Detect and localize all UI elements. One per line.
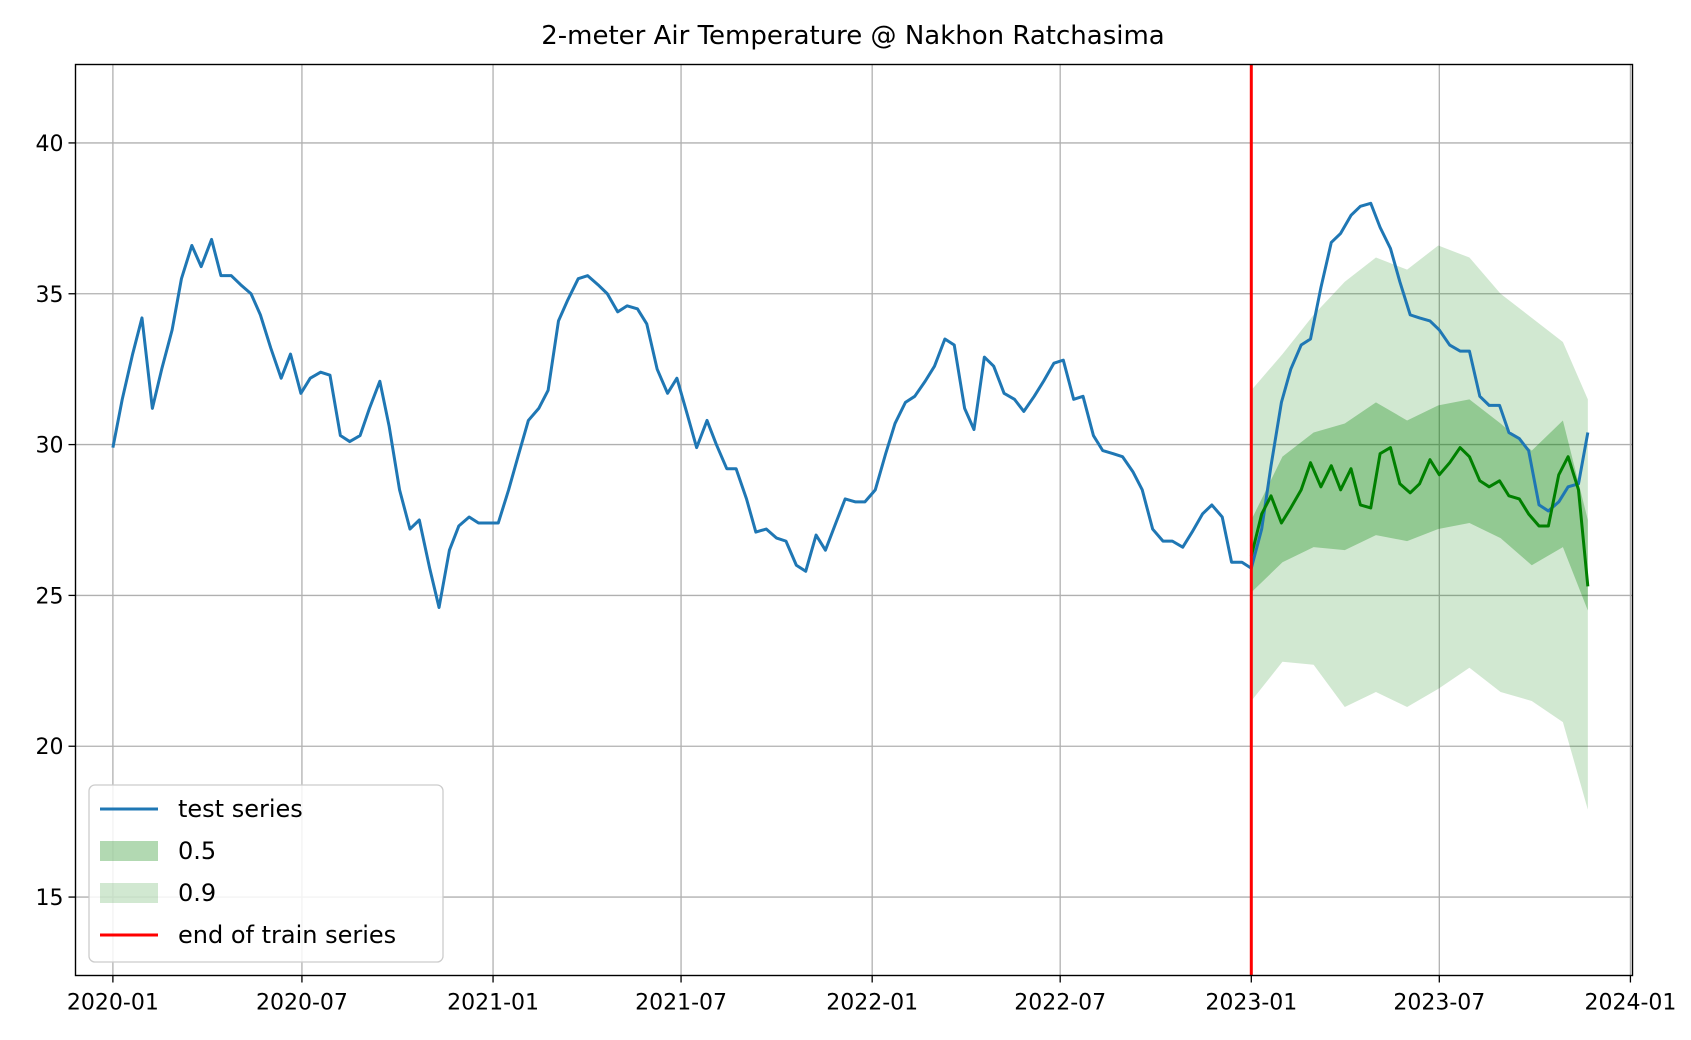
x-tick-label: 2020-01 [67,991,159,1016]
chart-title: 2-meter Air Temperature @ Nakhon Ratchas… [541,21,1165,51]
legend-box [88,784,444,963]
legend-label: 0.9 [178,879,216,907]
plot-frame [74,63,1634,977]
test-series-line [111,201,1590,609]
x-tick-label: 2023-01 [1205,991,1297,1016]
median-forecast-line [1249,446,1590,587]
x-tick-label: 2023-07 [1393,991,1485,1016]
x-tick-label: 2020-07 [256,991,348,1016]
legend-swatch-band [100,883,158,903]
legend-label: 0.5 [178,837,216,865]
y-tick-label: 15 [36,886,64,911]
legend-label: test series [178,795,303,823]
y-tick-label: 20 [36,735,64,760]
x-tick-label: 2021-01 [447,991,539,1016]
y-tick-label: 35 [36,283,64,308]
legend: test series 0.5 0.9 end of train series [88,784,444,963]
quantile-bands [1251,245,1588,810]
x-axis-ticks: 2020-01 2020-07 2021-01 2021-07 2022-01 2022-… [67,975,1676,1016]
x-tick-label: 2022-01 [826,991,918,1016]
y-axis-ticks: 15 20 25 30 35 40 [36,132,76,911]
legend-label: end of train series [178,921,396,949]
legend-swatch-band [100,841,158,861]
y-tick-label: 40 [36,132,64,157]
x-tick-label: 2022-07 [1014,991,1106,1016]
x-tick-label: 2021-07 [635,991,727,1016]
quantile-band-0-5 [1251,399,1588,611]
quantile-band-0-9 [1251,245,1588,810]
series-lines [111,201,1590,609]
grid-lines [75,64,1633,976]
x-tick-label: 2024-01 [1584,991,1676,1016]
y-tick-label: 30 [36,434,64,459]
y-tick-label: 25 [36,584,64,609]
